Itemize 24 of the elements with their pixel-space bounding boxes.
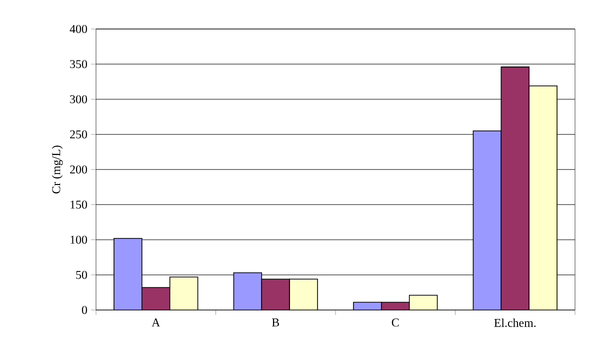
y-tick-label: 0 bbox=[82, 306, 88, 314]
y-tick-label: 100 bbox=[70, 236, 88, 244]
bar bbox=[261, 278, 290, 310]
x-tick-label: C bbox=[392, 318, 399, 327]
y-tick-label: 200 bbox=[70, 165, 88, 174]
bar bbox=[528, 86, 558, 310]
y-tick-label: 50 bbox=[76, 270, 88, 279]
bar bbox=[289, 278, 318, 310]
x-tick-label: El.chem. bbox=[494, 318, 536, 327]
bar bbox=[500, 66, 530, 310]
y-tick-label: 400 bbox=[70, 24, 88, 34]
y-tick-label: 250 bbox=[70, 130, 88, 138]
y-axis-title: Cr (mg/L) bbox=[52, 146, 63, 194]
bar bbox=[142, 288, 170, 310]
y-tick-label: 350 bbox=[70, 60, 88, 68]
bar bbox=[233, 272, 262, 310]
bar bbox=[114, 238, 142, 310]
bar bbox=[170, 276, 198, 310]
bar bbox=[408, 294, 438, 310]
bar bbox=[472, 130, 502, 310]
x-tick-label: B bbox=[272, 318, 280, 326]
x-tick-label: A bbox=[152, 318, 160, 326]
y-tick-label: 150 bbox=[70, 200, 88, 209]
y-tick-label: 300 bbox=[70, 95, 88, 104]
